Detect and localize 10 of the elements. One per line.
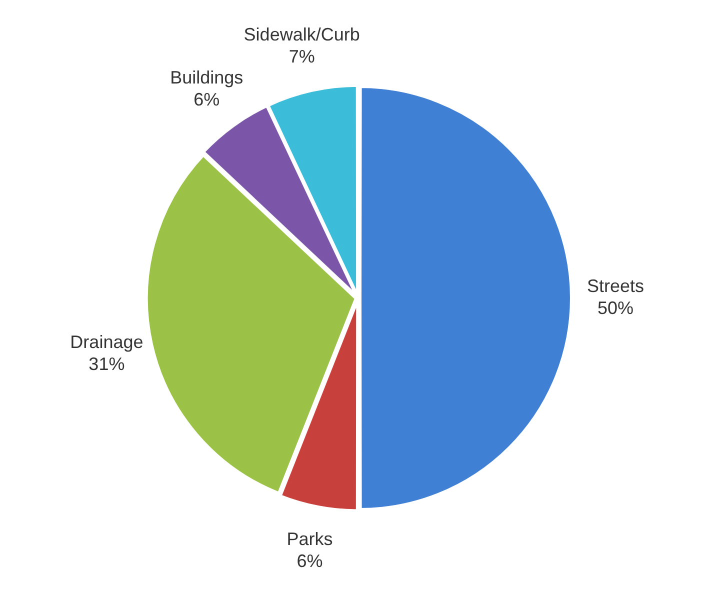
slice-label: Buildings: [170, 68, 244, 88]
data-label: 31%: [88, 354, 125, 374]
slice-label: Drainage: [70, 332, 144, 352]
data-label: 7%: [288, 46, 315, 67]
data-label: 6%: [194, 90, 220, 110]
slice-label: Streets: [586, 276, 644, 296]
data-label: 6%: [296, 550, 323, 571]
data-label: 50%: [597, 298, 634, 318]
slice-label: Parks: [286, 528, 333, 549]
slice-label: Sidewalk/Curb: [244, 24, 360, 45]
